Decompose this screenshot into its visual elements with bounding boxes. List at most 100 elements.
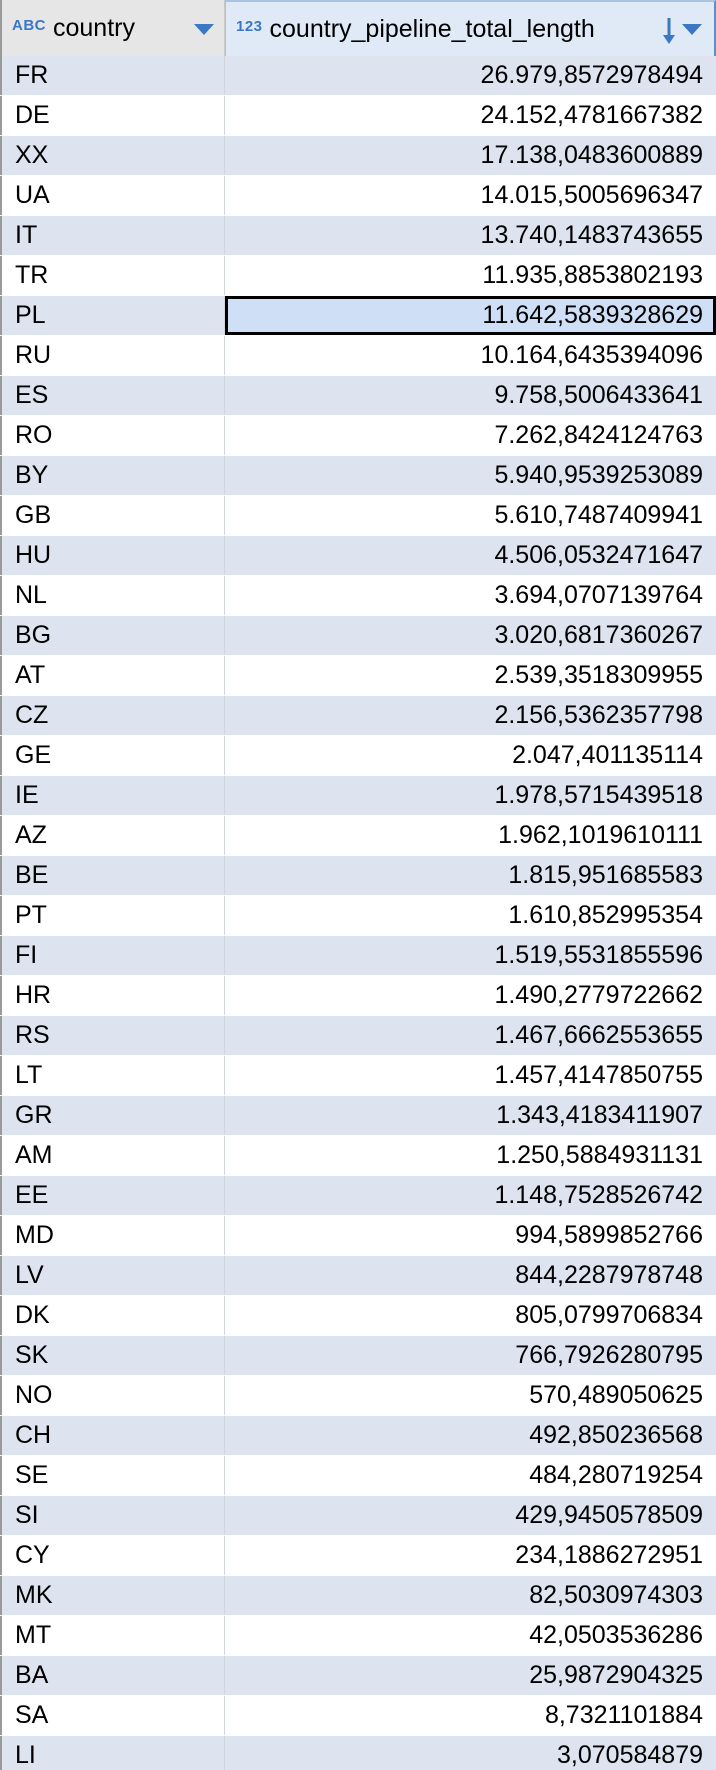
table-row[interactable]: XX 17.138,0483600889	[0, 136, 716, 176]
table-row[interactable]: GE 2.047,401135114	[0, 736, 716, 776]
cell-country[interactable]: RO	[0, 416, 225, 455]
cell-country[interactable]: NL	[0, 576, 225, 615]
table-row[interactable]: SE 484,280719254	[0, 1456, 716, 1496]
cell-pipeline-length-selected[interactable]: 11.642,5839328629	[225, 296, 716, 335]
cell-pipeline-length[interactable]: 805,0799706834	[515, 1301, 703, 1329]
cell-country[interactable]: IT	[0, 216, 225, 255]
cell-pipeline-length[interactable]: 1.815,951685583	[508, 861, 703, 889]
cell-country[interactable]: UA	[0, 176, 225, 215]
cell-country[interactable]: SI	[0, 1496, 225, 1535]
cell-country[interactable]: RS	[0, 1016, 225, 1055]
cell-pipeline-length[interactable]: 3.694,0707139764	[494, 581, 703, 609]
cell-pipeline-length[interactable]: 82,5030974303	[529, 1581, 703, 1609]
table-row[interactable]: TR 11.935,8853802193	[0, 256, 716, 296]
cell-pipeline-length[interactable]: 3,070584879	[557, 1741, 703, 1769]
column-header-country[interactable]: ABC country	[0, 0, 225, 56]
cell-country[interactable]: SE	[0, 1456, 225, 1495]
cell-country[interactable]: LI	[0, 1736, 225, 1770]
table-row[interactable]: SA 8,7321101884	[0, 1696, 716, 1736]
table-row[interactable]: SI 429,9450578509	[0, 1496, 716, 1536]
cell-country[interactable]: FR	[0, 56, 225, 95]
cell-country[interactable]: PL	[0, 296, 225, 335]
table-row[interactable]: CH 492,850236568	[0, 1416, 716, 1456]
table-row[interactable]: AM 1.250,5884931131	[0, 1136, 716, 1176]
table-row[interactable]: BA 25,9872904325	[0, 1656, 716, 1696]
cell-country[interactable]: HU	[0, 536, 225, 575]
table-row[interactable]: HR 1.490,2779722662	[0, 976, 716, 1016]
cell-country[interactable]: SK	[0, 1336, 225, 1375]
table-row[interactable]: FI 1.519,5531855596	[0, 936, 716, 976]
cell-pipeline-length[interactable]: 24.152,4781667382	[480, 101, 703, 129]
table-row[interactable]: AZ 1.962,1019610111	[0, 816, 716, 856]
cell-pipeline-length[interactable]: 766,7926280795	[515, 1341, 703, 1369]
cell-pipeline-length[interactable]: 1.467,6662553655	[494, 1021, 703, 1049]
cell-country[interactable]: CZ	[0, 696, 225, 735]
table-row[interactable]: LV 844,2287978748	[0, 1256, 716, 1296]
cell-country[interactable]: BY	[0, 456, 225, 495]
filter-dropdown-icon[interactable]	[194, 24, 214, 35]
table-row[interactable]: CZ 2.156,5362357798	[0, 696, 716, 736]
cell-country[interactable]: HR	[0, 976, 225, 1015]
cell-pipeline-length[interactable]: 42,0503536286	[529, 1621, 703, 1649]
cell-pipeline-length[interactable]: 26.979,8572978494	[480, 61, 703, 89]
cell-pipeline-length[interactable]: 25,9872904325	[529, 1661, 703, 1689]
cell-country[interactable]: DE	[0, 96, 225, 135]
cell-country[interactable]: ES	[0, 376, 225, 415]
cell-pipeline-length[interactable]: 4.506,0532471647	[494, 541, 703, 569]
cell-pipeline-length[interactable]: 2.047,401135114	[512, 741, 703, 769]
table-row[interactable]: GR 1.343,4183411907	[0, 1096, 716, 1136]
cell-pipeline-length[interactable]: 1.457,4147850755	[494, 1061, 703, 1089]
table-row[interactable]: DE 24.152,4781667382	[0, 96, 716, 136]
cell-country[interactable]: SA	[0, 1696, 225, 1735]
cell-pipeline-length[interactable]: 11.935,8853802193	[482, 261, 703, 289]
table-row[interactable]: RU 10.164,6435394096	[0, 336, 716, 376]
cell-country[interactable]: BG	[0, 616, 225, 655]
table-row[interactable]: PL 11.642,5839328629	[0, 296, 716, 336]
cell-country[interactable]: CH	[0, 1416, 225, 1455]
cell-country[interactable]: TR	[0, 256, 225, 295]
cell-country[interactable]: IE	[0, 776, 225, 815]
table-row[interactable]: MK 82,5030974303	[0, 1576, 716, 1616]
cell-pipeline-length[interactable]: 2.539,3518309955	[494, 661, 703, 689]
table-row[interactable]: BY 5.940,9539253089	[0, 456, 716, 496]
table-row[interactable]: NO 570,489050625	[0, 1376, 716, 1416]
cell-country[interactable]: LV	[0, 1256, 225, 1295]
cell-pipeline-length[interactable]: 17.138,0483600889	[480, 141, 703, 169]
cell-pipeline-length[interactable]: 7.262,8424124763	[494, 421, 703, 449]
cell-pipeline-length[interactable]: 1.978,5715439518	[494, 781, 703, 809]
table-row[interactable]: AT 2.539,3518309955	[0, 656, 716, 696]
table-row[interactable]: FR 26.979,8572978494	[0, 56, 716, 96]
table-row[interactable]: RO 7.262,8424124763	[0, 416, 716, 456]
sort-descending-icon[interactable]	[662, 17, 676, 45]
cell-country[interactable]: FI	[0, 936, 225, 975]
cell-country[interactable]: GE	[0, 736, 225, 775]
cell-pipeline-length[interactable]: 1.148,7528526742	[494, 1181, 703, 1209]
cell-pipeline-length[interactable]: 1.519,5531855596	[494, 941, 703, 969]
table-row[interactable]: IE 1.978,5715439518	[0, 776, 716, 816]
table-row[interactable]: NL 3.694,0707139764	[0, 576, 716, 616]
cell-pipeline-length[interactable]: 13.740,1483743655	[480, 221, 703, 249]
cell-country[interactable]: LT	[0, 1056, 225, 1095]
cell-pipeline-length[interactable]: 5.610,7487409941	[494, 501, 703, 529]
table-row[interactable]: LI 3,070584879	[0, 1736, 716, 1770]
table-row[interactable]: IT 13.740,1483743655	[0, 216, 716, 256]
cell-pipeline-length[interactable]: 484,280719254	[529, 1461, 703, 1489]
table-row[interactable]: GB 5.610,7487409941	[0, 496, 716, 536]
cell-pipeline-length[interactable]: 14.015,5005696347	[480, 181, 703, 209]
cell-pipeline-length[interactable]: 994,5899852766	[515, 1221, 703, 1249]
cell-country[interactable]: AM	[0, 1136, 225, 1175]
cell-pipeline-length[interactable]: 10.164,6435394096	[480, 341, 703, 369]
table-row[interactable]: RS 1.467,6662553655	[0, 1016, 716, 1056]
table-row[interactable]: HU 4.506,0532471647	[0, 536, 716, 576]
cell-pipeline-length[interactable]: 9.758,5006433641	[494, 381, 703, 409]
filter-dropdown-icon[interactable]	[682, 24, 702, 35]
cell-country[interactable]: BA	[0, 1656, 225, 1695]
table-row[interactable]: BG 3.020,6817360267	[0, 616, 716, 656]
cell-country[interactable]: XX	[0, 136, 225, 175]
cell-country[interactable]: GR	[0, 1096, 225, 1135]
cell-pipeline-length[interactable]: 5.940,9539253089	[494, 461, 703, 489]
table-row[interactable]: SK 766,7926280795	[0, 1336, 716, 1376]
table-row[interactable]: MT 42,0503536286	[0, 1616, 716, 1656]
cell-pipeline-length[interactable]: 844,2287978748	[515, 1261, 703, 1289]
cell-pipeline-length[interactable]: 492,850236568	[529, 1421, 703, 1449]
